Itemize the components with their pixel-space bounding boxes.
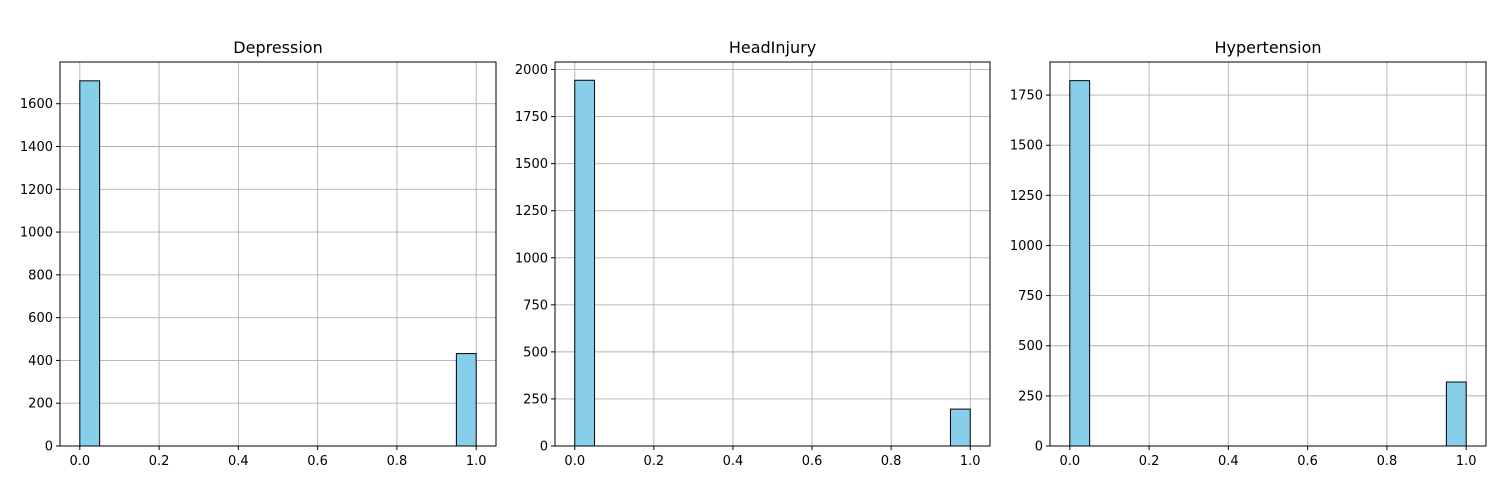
x-tick-label: 0.6 — [802, 454, 823, 469]
x-tick-label: 0.0 — [564, 454, 585, 469]
x-tick-label: 0.4 — [723, 454, 744, 469]
axes-frame — [59, 61, 497, 447]
y-tick-label: 1400 — [20, 140, 53, 155]
histogram-bar — [1069, 80, 1091, 447]
y-tick-label: 600 — [28, 311, 53, 326]
y-tick-label: 1500 — [515, 157, 548, 172]
y-tick-label: 1000 — [20, 226, 53, 241]
y-tick-label: 200 — [28, 397, 53, 412]
x-tick-label: 0.2 — [644, 454, 665, 469]
x-tick-label: 0.0 — [69, 454, 90, 469]
y-tick-label: 1000 — [515, 251, 548, 266]
subplot-title: HeadInjury — [729, 38, 816, 57]
y-tick-label: 250 — [1018, 389, 1043, 404]
y-tick-label: 1200 — [20, 183, 53, 198]
y-tick-label: 0 — [540, 440, 548, 455]
x-tick-label: 0.6 — [1297, 454, 1318, 469]
y-tick-label: 1500 — [1010, 139, 1043, 154]
x-tick-label: 0.4 — [228, 454, 249, 469]
subplot-title: Hypertension — [1214, 38, 1321, 57]
subplot-0: 0.0 0.2 0.4 0.6 0.8 1.0 0 200 400 600 800 1000 1200 1… — [20, 38, 497, 469]
y-tick-label: 800 — [28, 268, 53, 283]
y-tick-label: 0 — [1035, 440, 1043, 455]
y-tick-label: 1750 — [1010, 89, 1043, 104]
subplot-1: 0.0 0.2 0.4 0.6 0.8 1.0 0 250 500 750 1000 1250 1500… — [515, 38, 991, 469]
y-tick-label: 1250 — [515, 204, 548, 219]
x-tick-label: 0.2 — [149, 454, 170, 469]
x-tick-label: 0.8 — [387, 454, 408, 469]
y-tick-label: 1600 — [20, 97, 53, 112]
x-tick-label: 0.4 — [1218, 454, 1239, 469]
x-tick-label: 0.8 — [881, 454, 902, 469]
x-tick-label: 0.0 — [1059, 454, 1080, 469]
histogram-bar — [1445, 381, 1467, 447]
axes-frame — [1049, 61, 1487, 447]
x-tick-label: 1.0 — [466, 454, 487, 469]
x-tick-label: 1.0 — [960, 454, 981, 469]
y-tick-label: 1000 — [1010, 239, 1043, 254]
y-tick-label: 500 — [1018, 339, 1043, 354]
x-tick-label: 0.6 — [307, 454, 328, 469]
histogram-bar — [574, 79, 596, 447]
x-tick-label: 0.8 — [1377, 454, 1398, 469]
x-tick-label: 1.0 — [1456, 454, 1477, 469]
histogram-bar — [79, 80, 101, 447]
x-tick-label: 0.2 — [1139, 454, 1160, 469]
y-tick-label: 750 — [1018, 289, 1043, 304]
y-tick-label: 750 — [523, 298, 548, 313]
y-tick-label: 400 — [28, 354, 53, 369]
y-tick-label: 1250 — [1010, 189, 1043, 204]
y-tick-label: 0 — [45, 440, 53, 455]
y-tick-label: 500 — [523, 345, 548, 360]
histogram-bar — [949, 408, 971, 447]
y-tick-label: 250 — [523, 392, 548, 407]
y-tick-label: 2000 — [515, 63, 548, 78]
histogram-bar — [455, 353, 477, 447]
y-tick-label: 1750 — [515, 110, 548, 125]
subplot-2: 0.0 0.2 0.4 0.6 0.8 1.0 0 250 500 750 1000 1250 1500… — [1010, 38, 1487, 469]
subplot-title: Depression — [233, 38, 322, 57]
axes-frame — [554, 61, 991, 447]
